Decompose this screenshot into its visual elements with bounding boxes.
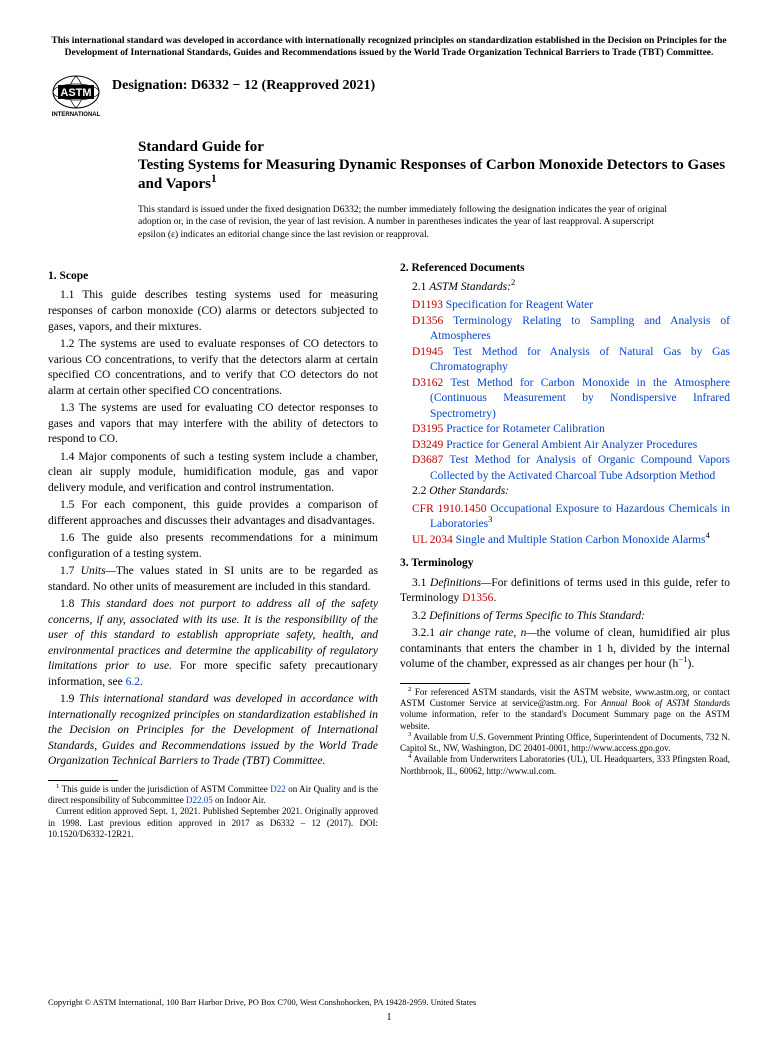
fn2-ital: Annual Book of ASTM Standards bbox=[601, 698, 730, 708]
p21-num: 2.1 bbox=[412, 281, 429, 293]
para-1-2: 1.2 The systems are used to evaluate res… bbox=[48, 337, 378, 399]
para-2-1: 2.1 ASTM Standards:2 bbox=[400, 280, 730, 296]
link-d22[interactable]: D22 bbox=[270, 784, 286, 794]
footnote-block-left: 1 This guide is under the jurisdiction o… bbox=[48, 780, 378, 840]
footnote-2: 2 For referenced ASTM standards, visit t… bbox=[400, 687, 730, 732]
para-1-5: 1.5 For each component, this guide provi… bbox=[48, 498, 378, 529]
ref-code[interactable]: D3249 bbox=[412, 439, 443, 451]
designation: Designation: D6332 − 12 (Reapproved 2021… bbox=[112, 78, 375, 94]
p31-label: Definitions— bbox=[430, 577, 491, 589]
ref-line: D3249 Practice for General Ambient Air A… bbox=[400, 438, 730, 454]
para-1-1: 1.1 This guide describes testing systems… bbox=[48, 288, 378, 335]
ref-text[interactable]: Test Method for Analysis of Organic Comp… bbox=[430, 454, 730, 482]
title-block: Standard Guide for Testing Systems for M… bbox=[138, 138, 730, 194]
fn1a: This guide is under the jurisdiction of … bbox=[59, 784, 270, 794]
ref-line: D3195 Practice for Rotameter Calibration bbox=[400, 422, 730, 438]
ref-cfr: CFR 1910.1450 Occupational Exposure to H… bbox=[400, 502, 730, 533]
p19-num: 1.9 bbox=[60, 693, 79, 705]
astm-logo: ASTM INTERNATIONAL bbox=[48, 72, 104, 120]
title-text: Testing Systems for Measuring Dynamic Re… bbox=[138, 157, 725, 192]
ref-ul-sup: 4 bbox=[705, 530, 709, 540]
para-1-6: 1.6 The guide also presents recommendati… bbox=[48, 531, 378, 562]
p21-label: ASTM Standards: bbox=[429, 281, 511, 293]
fn4-body: Available from Underwriters Laboratories… bbox=[400, 754, 730, 775]
para-1-7: 1.7 Units—The values stated in SI units … bbox=[48, 564, 378, 595]
header-row: ASTM INTERNATIONAL Designation: D6332 − … bbox=[48, 72, 730, 120]
fn2b: volume information, refer to the standar… bbox=[400, 709, 730, 730]
link-d22-05[interactable]: D22.05 bbox=[186, 795, 213, 805]
footnote-3: 3 Available from U.S. Government Printin… bbox=[400, 732, 730, 755]
ref-code[interactable]: D1356 bbox=[412, 315, 443, 327]
title-kicker: Standard Guide for bbox=[138, 138, 730, 157]
footnote-4: 4 Available from Underwriters Laboratori… bbox=[400, 754, 730, 777]
ref-cfr-sup: 3 bbox=[488, 514, 492, 524]
title-sup: 1 bbox=[211, 173, 217, 185]
p18-num: 1.8 bbox=[60, 598, 80, 610]
top-notice: This international standard was develope… bbox=[48, 35, 730, 60]
fn3-body: Available from U.S. Government Printing … bbox=[400, 732, 730, 753]
p321-num: 3.2.1 bbox=[412, 627, 439, 639]
p19-body: This international standard was develope… bbox=[48, 693, 378, 767]
ref-code-ul[interactable]: UL 2034 bbox=[412, 534, 453, 546]
ref-text[interactable]: Practice for Rotameter Calibration bbox=[446, 423, 605, 435]
ref-code[interactable]: D1945 bbox=[412, 346, 443, 358]
footnote-1b: Current edition approved Sept. 1, 2021. … bbox=[48, 806, 378, 840]
ref-code[interactable]: D3687 bbox=[412, 454, 443, 466]
para-3-2: 3.2 Definitions of Terms Specific to Thi… bbox=[400, 609, 730, 625]
para-2-2: 2.2 Other Standards: bbox=[400, 484, 730, 500]
ref-text[interactable]: Test Method for Carbon Monoxide in the A… bbox=[430, 377, 730, 420]
footnote-block-right: 2 For referenced ASTM standards, visit t… bbox=[400, 683, 730, 777]
footnote-rule bbox=[48, 780, 118, 781]
ref-line: D1945 Test Method for Analysis of Natura… bbox=[400, 345, 730, 376]
p321-c: ). bbox=[687, 658, 694, 670]
astm-refs-list: D1193 Specification for Reagent WaterD13… bbox=[400, 298, 730, 484]
ref-line: D1193 Specification for Reagent Water bbox=[400, 298, 730, 314]
section-3-head: 3. Terminology bbox=[400, 556, 730, 572]
p31-c: . bbox=[493, 592, 496, 604]
ref-line: D1356 Terminology Relating to Sampling a… bbox=[400, 314, 730, 345]
ref-line: D3687 Test Method for Analysis of Organi… bbox=[400, 453, 730, 484]
ref-code[interactable]: D1193 bbox=[412, 299, 443, 311]
svg-text:ASTM: ASTM bbox=[60, 87, 91, 99]
footnote-1a: 1 This guide is under the jurisdiction o… bbox=[48, 784, 378, 807]
svg-text:INTERNATIONAL: INTERNATIONAL bbox=[52, 112, 101, 118]
p22-label: Other Standards: bbox=[429, 485, 509, 497]
section-2-head: 2. Referenced Documents bbox=[400, 261, 730, 277]
ref-ul: UL 2034 Single and Multiple Station Carb… bbox=[400, 533, 730, 549]
p22-num: 2.2 bbox=[412, 485, 429, 497]
p32-num: 3.2 bbox=[412, 610, 429, 622]
para-1-9: 1.9 This international standard was deve… bbox=[48, 692, 378, 770]
footnote-rule-2 bbox=[400, 683, 470, 684]
body-columns: 1. Scope 1.1 This guide describes testin… bbox=[48, 261, 730, 840]
issuance-note: This standard is issued under the fixed … bbox=[138, 204, 670, 241]
para-3-1: 3.1 Definitions—For definitions of terms… bbox=[400, 576, 730, 607]
p321-term: air change rate, n— bbox=[439, 627, 536, 639]
para-3-2-1: 3.2.1 air change rate, n—the volume of c… bbox=[400, 626, 730, 673]
ref-line: D3162 Test Method for Carbon Monoxide in… bbox=[400, 376, 730, 423]
p18-d: . bbox=[140, 676, 143, 688]
fn1c: on Indoor Air. bbox=[213, 795, 266, 805]
link-6-2[interactable]: 6.2 bbox=[126, 676, 140, 688]
p21-sup: 2 bbox=[511, 278, 515, 288]
ref-text[interactable]: Test Method for Analysis of Natural Gas … bbox=[430, 346, 730, 374]
p31-num: 3.1 bbox=[412, 577, 430, 589]
para-1-4: 1.4 Major components of such a testing s… bbox=[48, 450, 378, 497]
section-1-head: 1. Scope bbox=[48, 269, 378, 285]
ref-text[interactable]: Terminology Relating to Sampling and Ana… bbox=[430, 315, 730, 343]
ref-text[interactable]: Practice for General Ambient Air Analyze… bbox=[446, 439, 697, 451]
p32-label: Definitions of Terms Specific to This St… bbox=[429, 610, 645, 622]
ref-code[interactable]: D3162 bbox=[412, 377, 443, 389]
para-1-3: 1.3 The systems are used for evaluating … bbox=[48, 401, 378, 448]
title-main: Testing Systems for Measuring Dynamic Re… bbox=[138, 156, 730, 194]
para-1-8: 1.8 This standard does not purport to ad… bbox=[48, 597, 378, 690]
copyright-line: Copyright © ASTM International, 100 Barr… bbox=[48, 997, 476, 1007]
p17-num: 1.7 bbox=[60, 565, 81, 577]
link-d1356[interactable]: D1356 bbox=[462, 592, 493, 604]
ref-text-ul[interactable]: Single and Multiple Station Carbon Monox… bbox=[456, 534, 706, 546]
ref-code-cfr[interactable]: CFR 1910.1450 bbox=[412, 503, 486, 515]
p17-label: Units— bbox=[81, 565, 116, 577]
ref-code[interactable]: D3195 bbox=[412, 423, 443, 435]
page-number: 1 bbox=[0, 1012, 778, 1023]
ref-text[interactable]: Specification for Reagent Water bbox=[446, 299, 593, 311]
